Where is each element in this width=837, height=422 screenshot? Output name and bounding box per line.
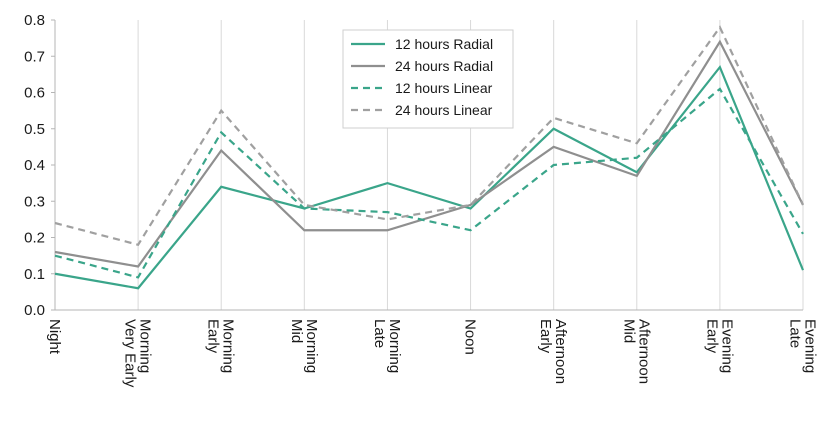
x-tick-label-line: Early bbox=[205, 319, 222, 354]
x-tick-label-line: Evening bbox=[718, 319, 735, 373]
legend-label: 24 hours Radial bbox=[395, 58, 493, 74]
x-tick-label: Night bbox=[46, 319, 63, 355]
y-tick-label: 0.4 bbox=[24, 157, 45, 174]
x-tick-label-line: Late bbox=[787, 319, 804, 348]
x-tick-label-line: Very Early bbox=[122, 319, 139, 388]
x-tick-label-line: Mid bbox=[620, 319, 637, 343]
x-tick-label: Noon bbox=[462, 319, 479, 355]
x-tick-label-line: Afternoon bbox=[552, 319, 569, 384]
legend-label: 12 hours Radial bbox=[395, 36, 493, 52]
x-tick-label-line: Mid bbox=[288, 319, 305, 343]
x-tick-label-line: Morning bbox=[386, 319, 403, 373]
y-tick-label: 0.0 bbox=[24, 302, 45, 319]
x-tick-label-line: Morning bbox=[303, 319, 320, 373]
x-tick-label-line: Morning bbox=[220, 319, 237, 373]
series-line-1 bbox=[54, 39, 804, 268]
series-layer bbox=[54, 25, 805, 290]
x-tick-label-line: Night bbox=[46, 319, 63, 355]
y-tick-label: 0.6 bbox=[24, 85, 45, 102]
y-tick-label: 0.1 bbox=[24, 266, 45, 283]
series-line-0 bbox=[54, 64, 805, 290]
y-tick-label: 0.5 bbox=[24, 121, 45, 138]
axis-layer: 0.0 0.1 0.2 0.3 0.4 0.5 0.6 0.7 0.8 Night Very Ear… bbox=[24, 12, 818, 388]
x-tick-label-line: Morning bbox=[137, 319, 154, 373]
x-tick-label-line: Noon bbox=[462, 319, 479, 355]
legend: 12 hours Radial 24 hours Radial 12 hours L… bbox=[342, 29, 514, 129]
series-line-3 bbox=[54, 25, 804, 247]
x-tick-label-line: Late bbox=[371, 319, 388, 348]
y-tick-label: 0.7 bbox=[24, 48, 45, 65]
legend-label: 24 hours Linear bbox=[395, 102, 493, 118]
series-line-2 bbox=[54, 87, 804, 279]
y-tick-label: 0.2 bbox=[24, 230, 45, 247]
x-tick-label-line: Early bbox=[537, 319, 554, 354]
y-tick-label: 0.8 bbox=[24, 12, 45, 29]
x-tick-label-line: Afternoon bbox=[635, 319, 652, 384]
legend-box bbox=[342, 29, 514, 129]
x-tick-label-line: Early bbox=[703, 319, 720, 354]
x-tick-label-line: Evening bbox=[802, 319, 819, 373]
legend-label: 12 hours Linear bbox=[395, 80, 493, 96]
y-tick-label: 0.3 bbox=[24, 193, 45, 210]
